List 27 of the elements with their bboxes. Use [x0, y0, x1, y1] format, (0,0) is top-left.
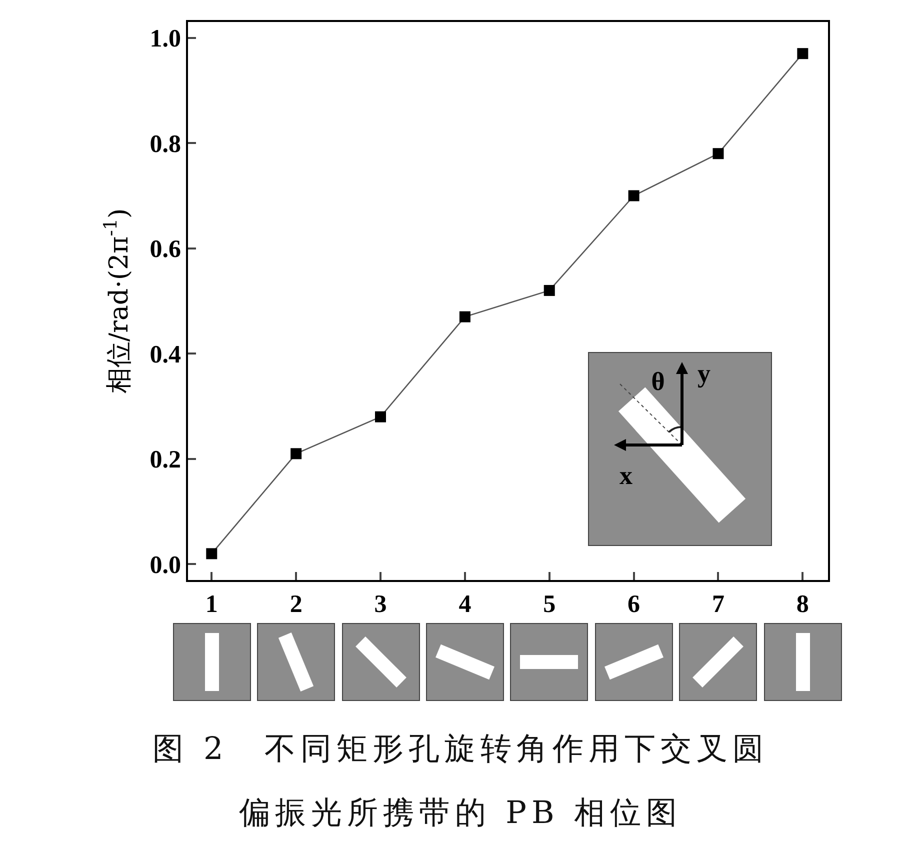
point [206, 548, 218, 560]
point [290, 448, 302, 460]
x-tick-label: 7 [712, 591, 724, 618]
annotation: y [698, 359, 710, 388]
y-tick-label: 0.4 [150, 341, 182, 368]
x-tick-label: 8 [796, 591, 809, 618]
x-tick-label: 6 [628, 591, 640, 618]
point [712, 148, 724, 160]
point [375, 411, 386, 422]
x-tick-label: 4 [458, 591, 472, 618]
point [544, 284, 555, 296]
point [797, 48, 808, 60]
x-tick-label: 1 [205, 591, 218, 618]
x-tick-label: 3 [374, 591, 387, 618]
point [459, 311, 470, 322]
point [628, 190, 640, 202]
x-tick-label: 5 [543, 591, 556, 618]
caption: 图 2 不同矩形孔旋转角作用下交叉圆 [152, 730, 770, 769]
x-tick-label: 2 [290, 591, 302, 618]
annotation: θ [651, 367, 665, 396]
y-tick-label: 0.2 [150, 446, 181, 474]
y-tick-label: 0.8 [150, 130, 181, 158]
y-tick-label: 0.6 [150, 236, 181, 264]
text: 偏振光所携带的 PB 相位图 [238, 794, 684, 833]
y-tick-label: 0.0 [150, 552, 181, 579]
annotation: x [620, 461, 632, 490]
y-tick-label: 1.0 [150, 26, 181, 53]
